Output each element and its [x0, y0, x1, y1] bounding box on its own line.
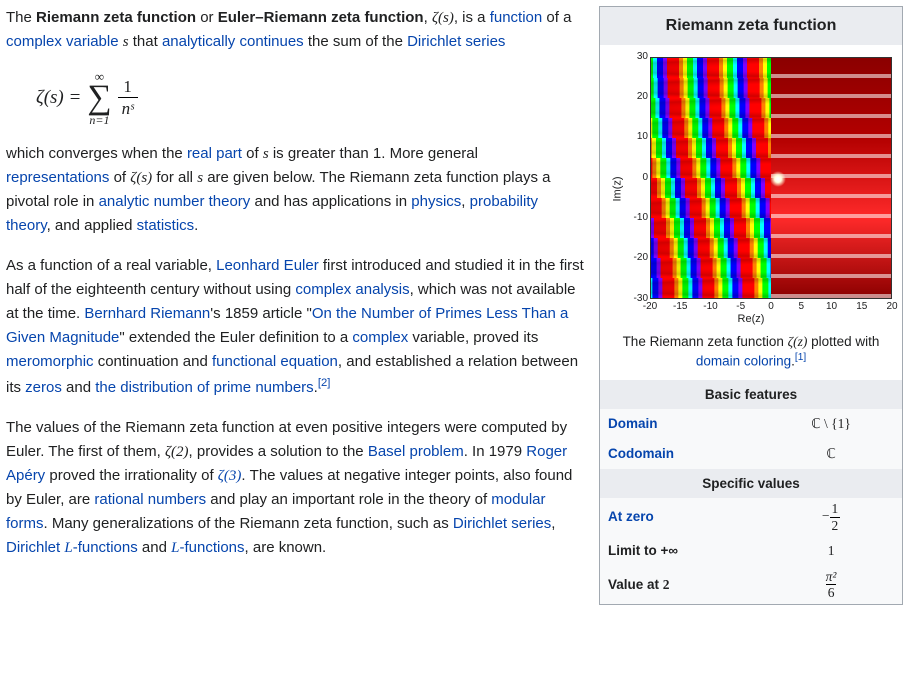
link-statistics[interactable]: statistics — [137, 217, 195, 234]
infobox: Riemann zeta function Im(z) Re(z) -30-20… — [599, 6, 903, 605]
link-rational-numbers[interactable]: rational numbers — [94, 491, 206, 508]
section-basic-features: Basic features — [600, 380, 902, 410]
history-paragraph: As a function of a real variable, Leonha… — [6, 254, 585, 400]
value-domain: ℂ \ {1} — [768, 413, 894, 435]
link-function[interactable]: function — [490, 9, 543, 26]
chart-xtick: 0 — [768, 299, 774, 315]
chart-xtick: 20 — [886, 299, 897, 315]
zeta-domain-coloring-chart: Im(z) Re(z) -30-20-100102030-20-15-10-50… — [604, 49, 898, 329]
link-prime-distribution[interactable]: the distribution of prime numbers — [95, 379, 313, 396]
chart-xtick: 15 — [856, 299, 867, 315]
link-analytic-number-theory[interactable]: analytic number theory — [99, 193, 251, 210]
chart-xtick: -10 — [703, 299, 717, 315]
term-euler-riemann-zeta: Euler–Riemann zeta function — [218, 9, 424, 26]
link-complex-analysis[interactable]: complex analysis — [295, 281, 409, 298]
chart-xtick: 10 — [826, 299, 837, 315]
link-dirichlet-series-2[interactable]: Dirichlet series — [453, 515, 551, 532]
link-dirichlet-l-functions[interactable]: Dirichlet L-functions — [6, 539, 138, 556]
row-limit-inf: Limit to +∞ 1 — [600, 536, 902, 566]
chart-xtick: -15 — [673, 299, 687, 315]
row-domain: Domain ℂ \ {1} — [600, 409, 902, 439]
link-physics[interactable]: physics — [411, 193, 461, 210]
link-bernhard-riemann[interactable]: Bernhard Riemann — [84, 305, 210, 322]
chart-ytick: -10 — [624, 210, 648, 226]
link-leonhard-euler[interactable]: Leonhard Euler — [216, 257, 319, 274]
value-at-2: π²6 — [768, 570, 894, 600]
definition-formula: ζ(s) = ∞ ∑ n=1 1 nˢ — [36, 70, 585, 126]
row-at-zero: At zero −12 — [600, 498, 902, 536]
infobox-title: Riemann zeta function — [600, 7, 902, 45]
link-meromorphic[interactable]: meromorphic — [6, 353, 94, 370]
ref-2[interactable]: [2] — [318, 377, 331, 389]
chart-ytick: -20 — [624, 250, 648, 266]
chart-ytick: 10 — [624, 129, 648, 145]
chart-ytick: 20 — [624, 89, 648, 105]
link-complex[interactable]: complex — [352, 329, 408, 346]
link-domain-coloring[interactable]: domain coloring — [696, 354, 791, 369]
link-l-functions[interactable]: L-functions — [171, 539, 244, 556]
row-codomain: Codomain ℂ — [600, 439, 902, 469]
intro-paragraph: The Riemann zeta function or Euler–Riema… — [6, 6, 585, 54]
ref-1[interactable]: [1] — [795, 352, 806, 363]
section-specific-values: Specific values — [600, 469, 902, 499]
link-zeta-3[interactable]: ζ(3) — [218, 467, 242, 484]
label-value-at-2: Value at 2 — [608, 574, 768, 596]
chart-ytick: 0 — [624, 170, 648, 186]
math-zeta-s: ζ(s) — [432, 10, 454, 26]
article-body: The Riemann zeta function or Euler–Riema… — [6, 6, 585, 605]
values-paragraph: The values of the Riemann zeta function … — [6, 416, 585, 560]
convergence-paragraph: which converges when the real part of s … — [6, 142, 585, 238]
link-domain[interactable]: Domain — [608, 416, 658, 431]
link-dirichlet-series[interactable]: Dirichlet series — [407, 33, 505, 50]
link-representations[interactable]: representations — [6, 169, 109, 186]
link-real-part[interactable]: real part — [187, 145, 242, 162]
chart-xtick: 5 — [798, 299, 804, 315]
link-at-zero[interactable]: At zero — [608, 509, 654, 524]
chart-xtick: -20 — [643, 299, 657, 315]
chart-caption: The Riemann zeta function ζ(z) plotted w… — [600, 329, 902, 380]
label-limit-inf: Limit to +∞ — [608, 540, 768, 562]
term-riemann-zeta: Riemann zeta function — [36, 9, 196, 26]
link-basel-problem[interactable]: Basel problem — [368, 443, 464, 460]
row-value-at-2: Value at 2 π²6 — [600, 566, 902, 604]
link-codomain[interactable]: Codomain — [608, 446, 674, 461]
chart-xtick: -5 — [736, 299, 745, 315]
link-functional-equation[interactable]: functional equation — [212, 353, 338, 370]
chart-ytick: 30 — [624, 49, 648, 65]
link-complex-variable[interactable]: complex variable — [6, 33, 119, 50]
link-analytically-continues[interactable]: analytically continues — [162, 33, 304, 50]
value-limit-inf: 1 — [768, 540, 894, 562]
link-zeros[interactable]: zeros — [25, 379, 62, 396]
value-at-zero: −12 — [768, 502, 894, 532]
value-codomain: ℂ — [768, 443, 894, 465]
